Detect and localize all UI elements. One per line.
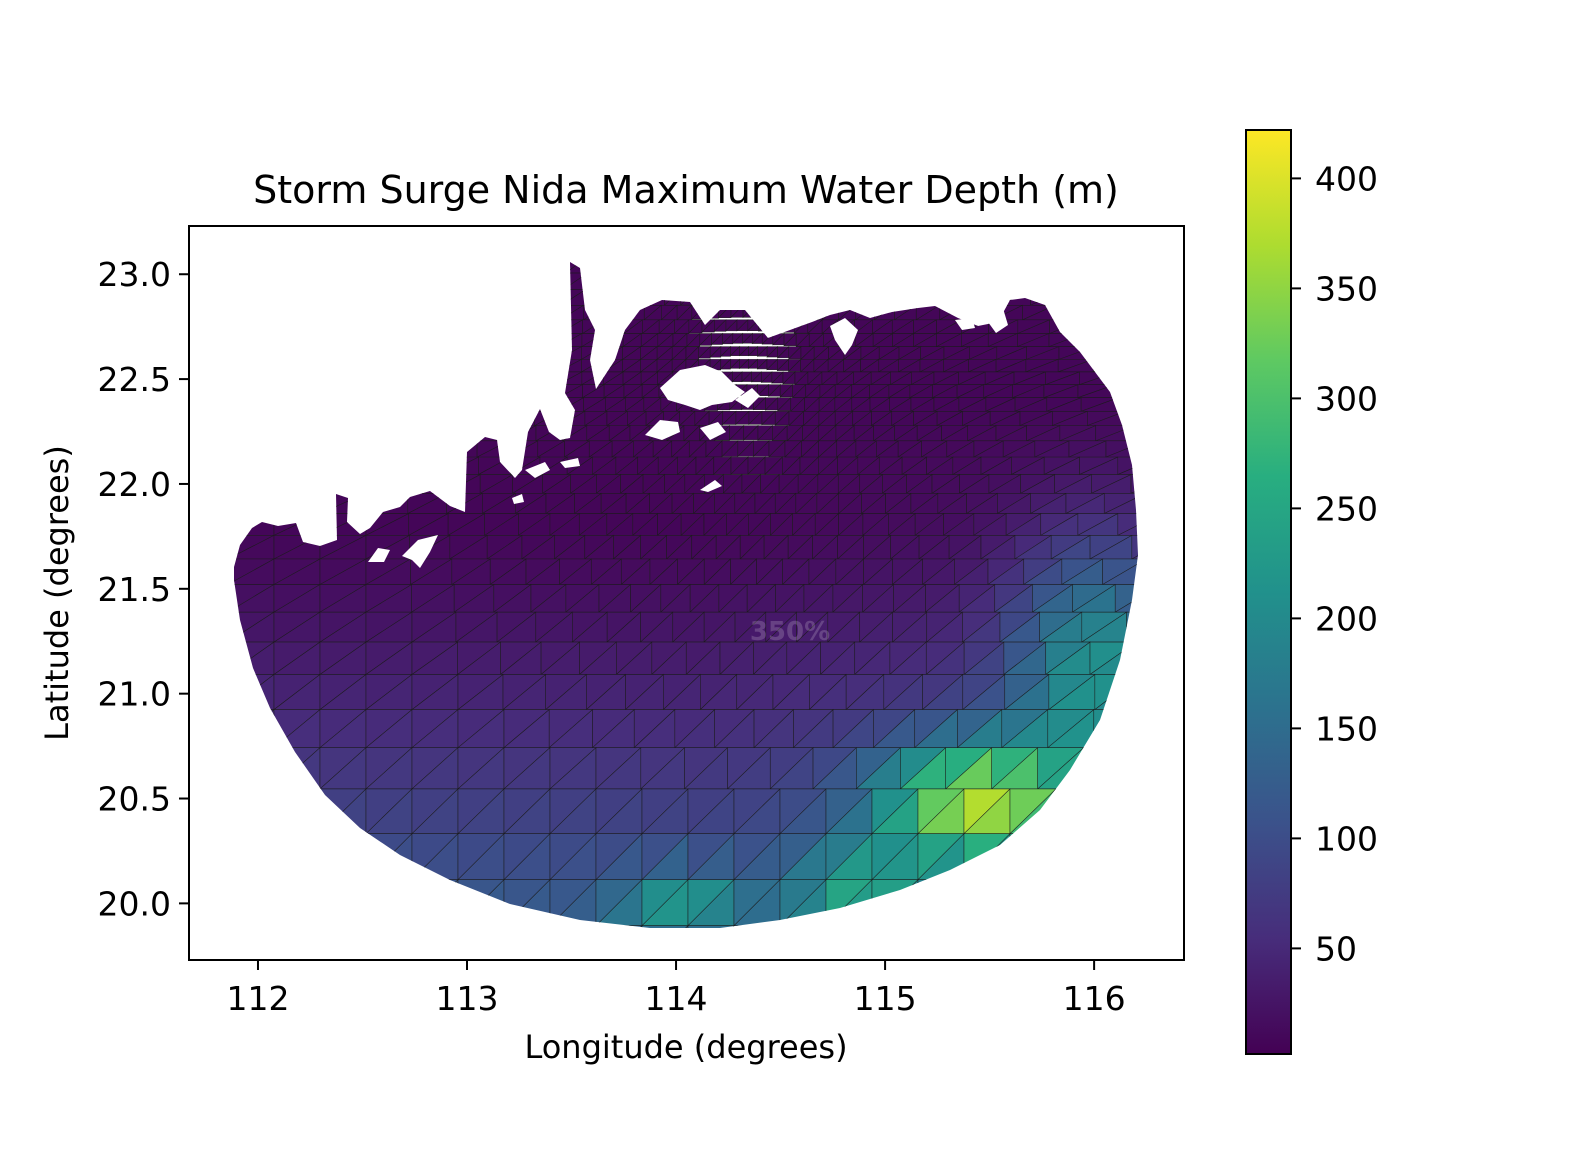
mesh-cell — [1117, 456, 1138, 476]
land-patch — [368, 548, 390, 562]
land-patch — [700, 480, 722, 492]
y-tick-label: 21.5 — [98, 570, 171, 609]
y-axis: 20.0 20.5 21.0 21.5 22.0 22.5 23.0 — [98, 255, 189, 923]
mesh-cell — [1130, 474, 1138, 494]
land-patch — [402, 535, 438, 568]
mesh-cell — [687, 925, 735, 928]
land-patch — [512, 494, 524, 504]
overlay-label: 350% — [750, 617, 830, 647]
colorbar-tick-label: 400 — [1315, 159, 1378, 198]
land-patch — [988, 305, 1008, 333]
x-tick-label: 115 — [854, 979, 917, 1018]
land-patches — [368, 305, 1008, 568]
y-tick-label: 22.0 — [98, 465, 171, 504]
y-tick-label: 20.0 — [98, 884, 171, 923]
colorbar-tick-label: 100 — [1315, 819, 1378, 858]
land-patch — [700, 422, 726, 440]
land-patch — [525, 462, 550, 478]
x-tick-label: 114 — [645, 979, 708, 1018]
colorbar-tick-label: 350 — [1315, 269, 1378, 308]
y-tick-label: 23.0 — [98, 255, 171, 294]
mesh-cell — [1117, 456, 1138, 475]
x-tick-label: 116 — [1063, 979, 1126, 1018]
y-axis-label: Latitude (degrees) — [38, 445, 76, 741]
colorbar-gradient — [1245, 129, 1292, 1055]
land-patch — [560, 458, 580, 468]
colorbar-tick-label: 250 — [1315, 489, 1378, 528]
x-axis: 112 113 114 115 116 — [226, 960, 1126, 1018]
land-patch — [830, 318, 858, 355]
x-tick-label: 112 — [226, 979, 289, 1018]
colorbar-tick-label: 300 — [1315, 379, 1378, 418]
land-patch — [660, 365, 745, 410]
colorbar: 50 100 150 200 250 300 350 400 — [1245, 129, 1378, 1055]
colorbar-tick-label: 50 — [1315, 929, 1357, 968]
y-tick-label: 22.5 — [98, 360, 171, 399]
land-patch — [645, 420, 680, 440]
plot-frame — [188, 225, 1185, 961]
x-axis-label: Longitude (degrees) — [524, 1028, 847, 1066]
colorbar-tick-label: 150 — [1315, 709, 1378, 748]
land-patch — [735, 388, 760, 408]
land-patch — [955, 318, 975, 330]
mesh-cell — [1117, 513, 1138, 536]
mesh-cell — [1131, 535, 1138, 560]
x-tick-label: 113 — [436, 979, 499, 1018]
chart-title: Storm Surge Nida Maximum Water Depth (m) — [253, 168, 1119, 212]
y-tick-label: 21.0 — [98, 675, 171, 714]
colorbar-tick-label: 200 — [1315, 599, 1378, 638]
y-tick-label: 20.5 — [98, 780, 171, 819]
mesh-cell — [641, 925, 689, 928]
colorbar-ticks: 50 100 150 200 250 300 350 400 — [1291, 159, 1378, 968]
